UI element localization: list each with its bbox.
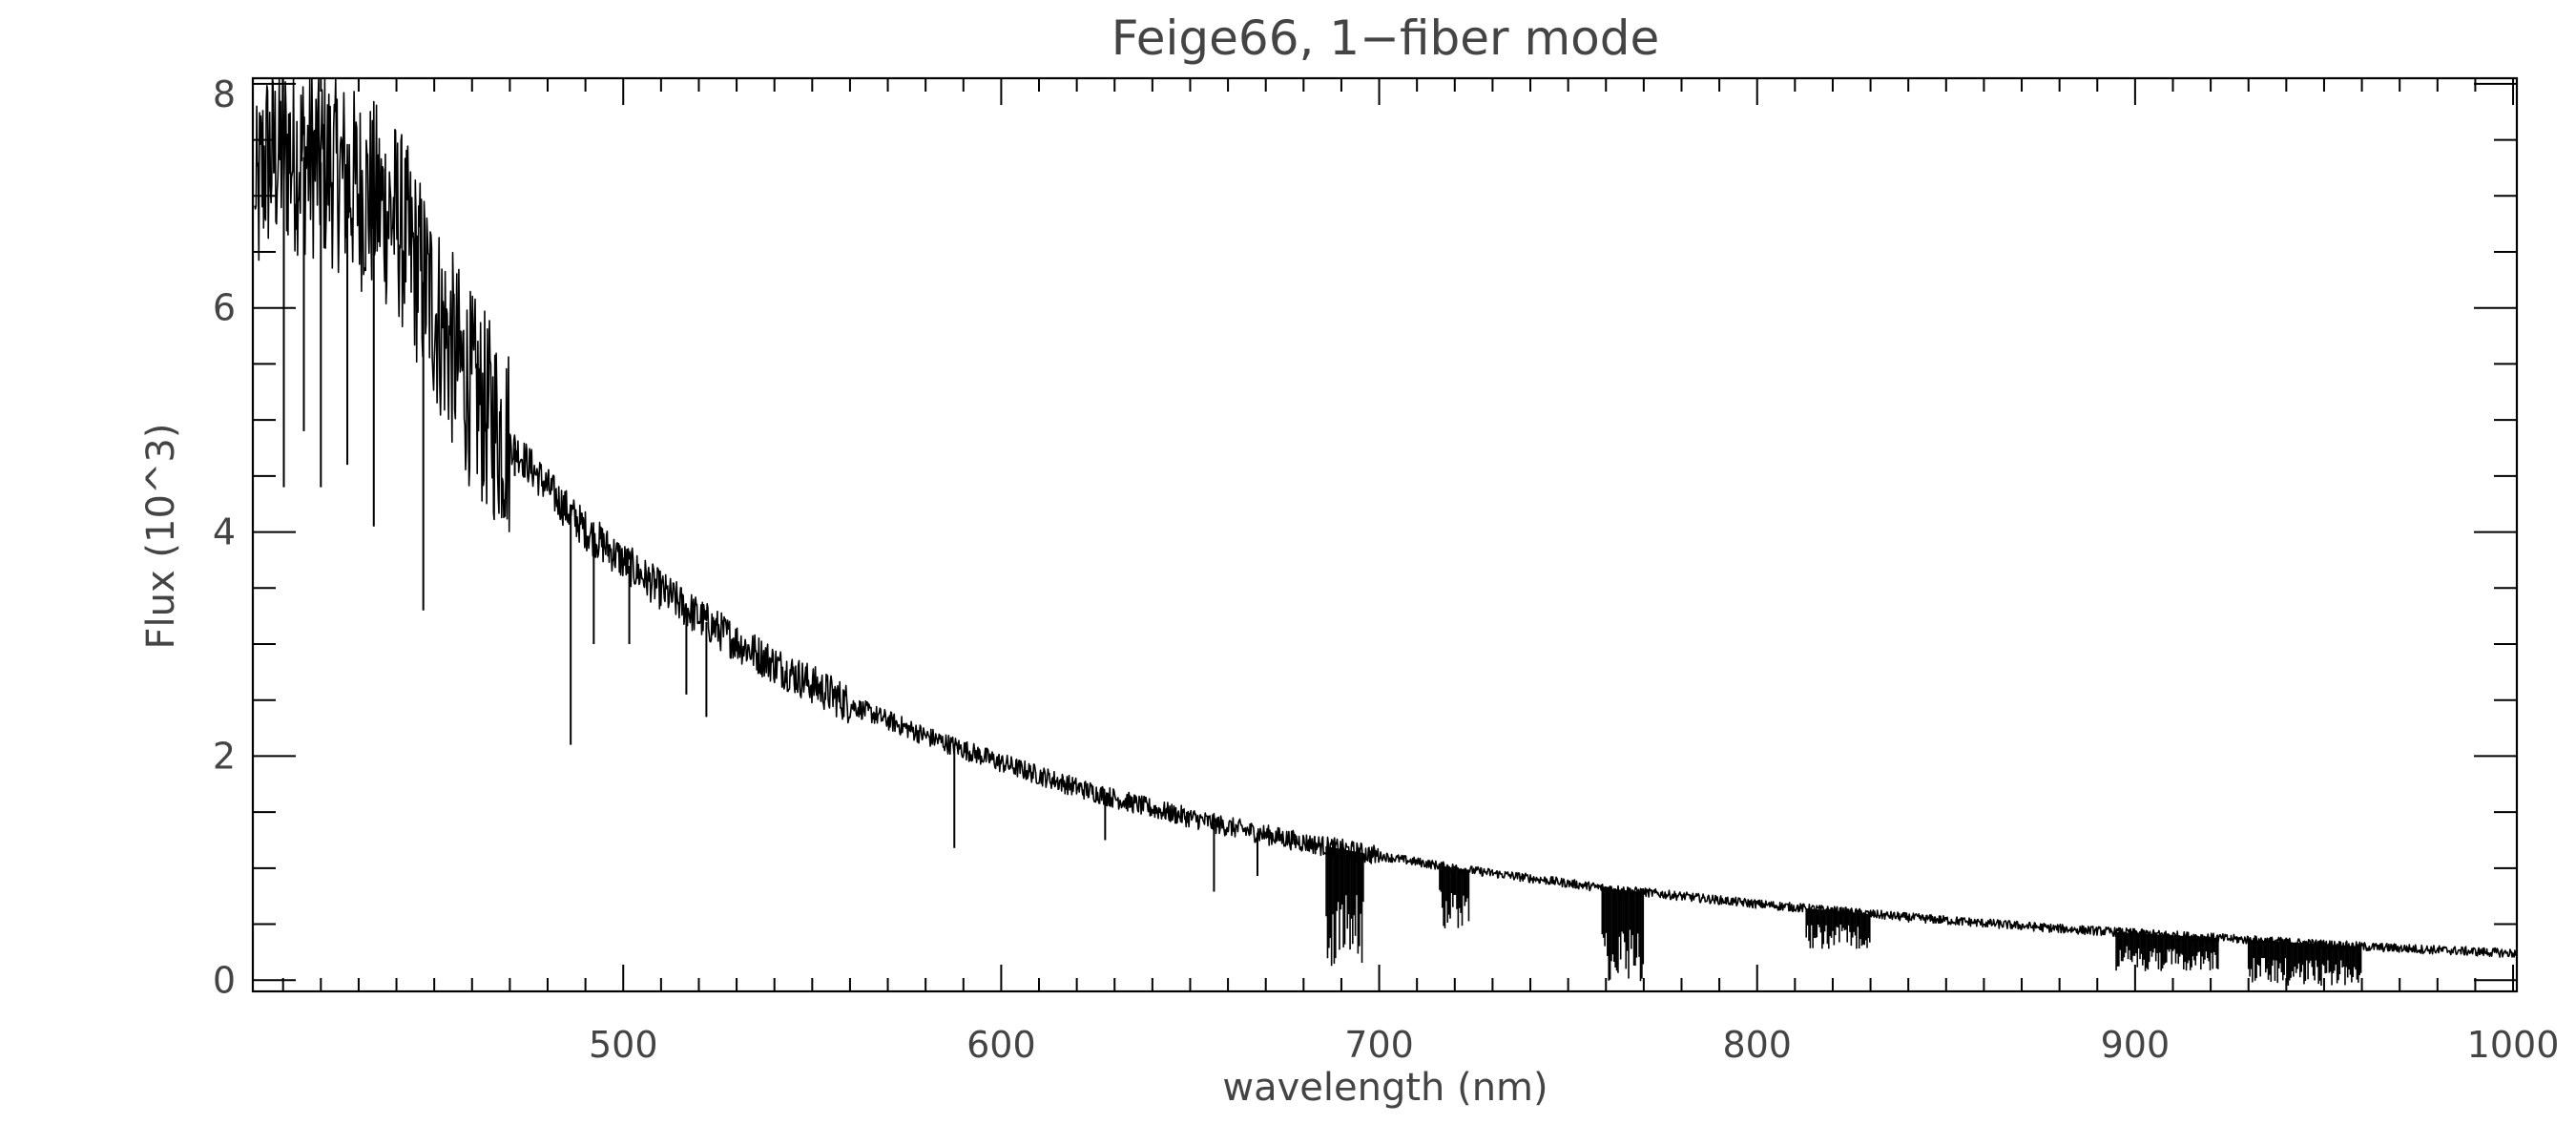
plot-frame [251,76,2519,993]
y-tick-label: 8 [213,73,236,115]
y-tick-label: 0 [213,959,236,1001]
x-tick-label: 1000 [2467,1024,2560,1066]
x-tick-label: 700 [1344,1024,1414,1066]
x-tick-label: 500 [589,1024,658,1066]
plot-area [254,77,2518,987]
x-tick-label: 900 [2101,1024,2171,1066]
x-tick-label: 800 [1722,1024,1792,1066]
y-tick-label: 6 [213,287,236,329]
chart-title: Feige66, 1−fiber mode [1111,10,1660,66]
x-axis-label: wavelength (nm) [1222,1066,1548,1110]
x-tick-label: 600 [966,1024,1036,1066]
spectrum-series [254,77,2518,958]
y-tick-label: 4 [213,511,236,553]
tick-labels: 500 600 700 800 900 1000 0 2 4 6 8 [213,73,2560,1066]
y-tick-label: 2 [213,735,236,777]
y-axis-label: Flux (10^3) [139,424,183,650]
